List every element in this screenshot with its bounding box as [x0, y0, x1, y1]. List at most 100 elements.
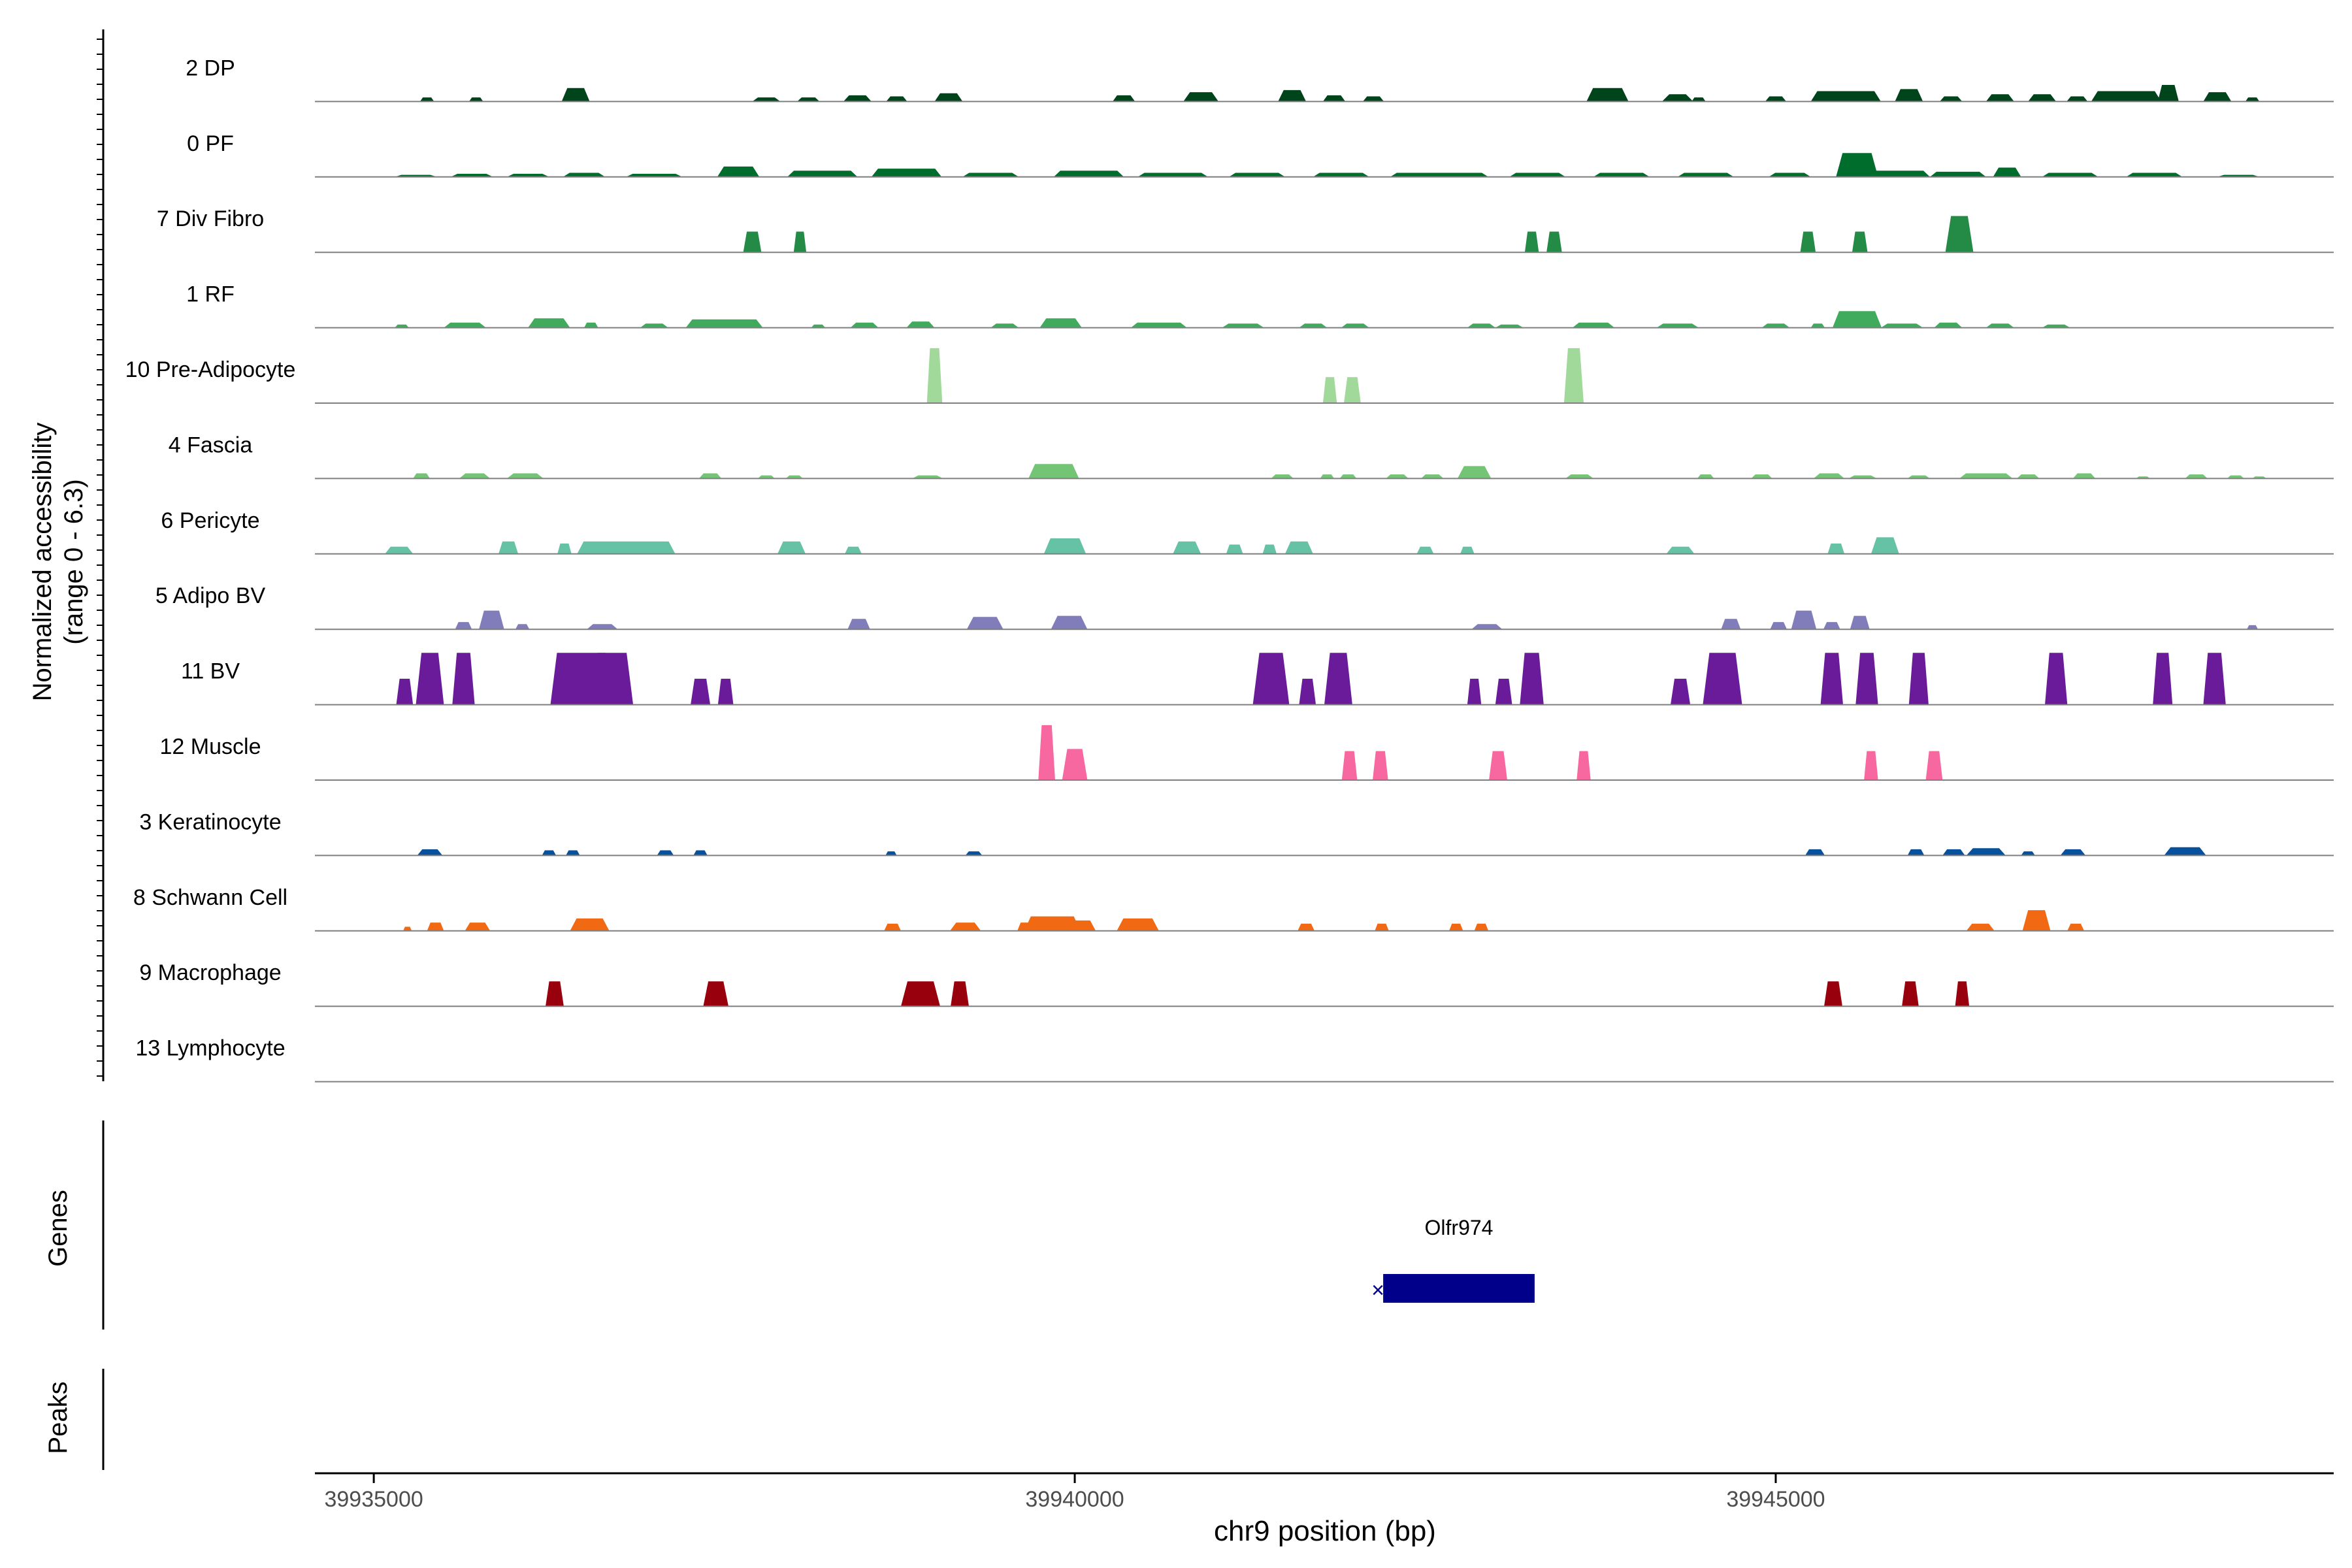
- coverage-peak: [427, 923, 444, 931]
- coverage-peak: [2066, 96, 2088, 102]
- track-1-rf: 1 RF: [186, 282, 2334, 329]
- coverage-peak: [584, 322, 598, 328]
- coverage-peak: [1769, 172, 1811, 177]
- coverage-peak: [1770, 622, 1788, 630]
- coverage-peak: [1222, 323, 1264, 328]
- coverage-peak: [811, 324, 826, 328]
- track-6-pericyte: 6 Pericyte: [161, 508, 2334, 555]
- coverage-peak: [1832, 311, 1882, 328]
- coverage-peak: [1934, 322, 1963, 328]
- coverage-peak: [1460, 546, 1475, 554]
- coverage-peak: [507, 473, 544, 479]
- coverage-peak: [507, 174, 549, 177]
- coverage-peak: [699, 473, 722, 479]
- coverage-peak: [1546, 231, 1562, 253]
- coverage-peak: [1810, 323, 1825, 328]
- coverage-peak: [1593, 172, 1650, 177]
- track-2-dp: 2 DP: [186, 56, 2334, 103]
- coverage-peak: [1864, 751, 1878, 780]
- coverage-peak: [1137, 172, 1208, 177]
- coverage-peak: [1495, 678, 1512, 705]
- coverage-peak: [1449, 923, 1463, 931]
- coverage-peak: [2126, 172, 2183, 177]
- coverage-peak: [1024, 916, 1081, 931]
- coverage-peak: [1320, 474, 1334, 479]
- genes-panel-label: Genes: [44, 1190, 73, 1267]
- coverage-peak: [417, 849, 443, 856]
- coverage-peak: [1467, 323, 1495, 328]
- coverage-peak: [1572, 322, 1615, 328]
- coverage-peak: [1565, 474, 1593, 479]
- coverage-peak: [570, 918, 610, 931]
- coverage-peak: [965, 851, 983, 856]
- coverage-peak: [1721, 619, 1741, 630]
- track-5-adipo-bv: 5 Adipo BV: [155, 583, 2334, 630]
- coverage-peak: [691, 678, 711, 705]
- track-label: 13 Lymphocyte: [135, 1036, 285, 1061]
- y-axis-label-line2: (range 0 - 6.3): [59, 479, 88, 644]
- coverage-peak: [587, 624, 618, 630]
- coverage-peak: [498, 541, 519, 554]
- coverage-peak: [1520, 653, 1544, 705]
- coverage-peak: [1341, 323, 1369, 328]
- coverage-peak: [1940, 96, 1963, 102]
- coverage-peak: [1039, 318, 1082, 328]
- coverage-peak: [1324, 653, 1352, 705]
- coverage-peak: [416, 653, 444, 705]
- coverage-peak: [2017, 474, 2040, 479]
- coverage-peak: [934, 93, 963, 102]
- coverage-peak: [1870, 537, 1899, 554]
- coverage-peak: [1820, 653, 1843, 705]
- track-3-keratinocyte: 3 Keratinocyte: [139, 809, 2334, 857]
- coverage-peak: [1827, 543, 1845, 554]
- coverage-peak: [1421, 474, 1444, 479]
- coverage-peak: [1955, 981, 1970, 1007]
- coverage-peak: [1848, 475, 1877, 479]
- coverage-peak: [786, 475, 803, 479]
- coverage-peak: [2157, 85, 2179, 102]
- coverage-peak: [2245, 97, 2260, 102]
- coverage-peak: [966, 617, 1004, 630]
- coverage-peak: [912, 475, 943, 479]
- coverage-peak: [1322, 95, 1346, 102]
- coverage-peak: [843, 95, 872, 102]
- coverage-peak: [1339, 474, 1357, 479]
- coverage-peak: [1457, 466, 1492, 479]
- track-11-bv: 11 BV: [181, 653, 2334, 706]
- coverage-peak: [1666, 546, 1695, 554]
- coverage-peak: [1751, 474, 1772, 479]
- coverage-peak: [2022, 910, 2051, 931]
- gene-strand-icon: ×: [1371, 1278, 1384, 1303]
- coverage-peak: [962, 172, 1019, 177]
- coverage-peak: [1850, 615, 1870, 630]
- coverage-peak: [542, 850, 557, 856]
- coverage-peak: [2153, 653, 2173, 705]
- coverage-peak: [1299, 678, 1316, 705]
- track-label: 4 Fascia: [169, 433, 253, 457]
- y-axis-ticks: [97, 39, 103, 1077]
- coverage-peak: [2060, 849, 2086, 856]
- coverage-peak: [2203, 653, 2226, 705]
- coverage-peak: [1813, 473, 1845, 479]
- coverage-peak: [787, 171, 858, 177]
- coverage-peak: [950, 923, 981, 931]
- coverage-peak: [395, 324, 409, 328]
- coverage-peak: [1703, 653, 1742, 705]
- coverage-peak: [752, 97, 781, 102]
- coverage-peak: [1662, 95, 1693, 102]
- coverage-peak: [693, 850, 708, 856]
- coverage-peak: [465, 923, 491, 931]
- coverage-peak: [1262, 544, 1277, 554]
- coverage-peak: [444, 322, 486, 328]
- coverage-peak: [901, 981, 940, 1007]
- track-label: 12 Muscle: [160, 734, 261, 759]
- coverage-peak: [2164, 847, 2206, 856]
- coverage-peak: [1985, 94, 2014, 102]
- coverage-peak: [850, 322, 879, 328]
- coverage-peak: [1471, 624, 1503, 630]
- coverage-peak: [1068, 920, 1096, 931]
- coverage-peak: [717, 166, 760, 177]
- coverage-peak: [797, 97, 820, 102]
- coverage-peak: [2028, 94, 2057, 102]
- coverage-peak: [1299, 323, 1328, 328]
